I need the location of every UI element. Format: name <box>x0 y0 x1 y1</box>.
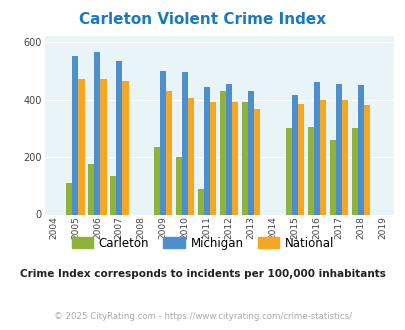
Bar <box>175 157 182 214</box>
Bar <box>78 80 84 214</box>
Bar <box>198 189 204 214</box>
Bar <box>160 71 166 214</box>
Bar <box>153 147 160 214</box>
Bar <box>72 56 78 214</box>
Bar <box>341 100 347 214</box>
Bar <box>122 81 128 214</box>
Bar <box>351 128 357 214</box>
Bar <box>166 91 172 214</box>
Legend: Carleton, Michigan, National: Carleton, Michigan, National <box>67 232 338 254</box>
Bar <box>100 79 107 214</box>
Bar <box>94 52 100 214</box>
Bar <box>210 102 216 214</box>
Bar <box>319 100 325 214</box>
Bar <box>313 82 319 214</box>
Bar <box>188 98 194 214</box>
Bar <box>220 91 226 214</box>
Bar <box>204 86 210 214</box>
Bar <box>307 127 313 214</box>
Bar <box>291 95 297 214</box>
Bar <box>297 104 303 214</box>
Bar <box>182 72 188 214</box>
Bar <box>357 85 363 214</box>
Bar <box>285 128 291 214</box>
Text: © 2025 CityRating.com - https://www.cityrating.com/crime-statistics/: © 2025 CityRating.com - https://www.city… <box>54 312 351 321</box>
Bar <box>88 164 94 214</box>
Bar <box>241 102 247 214</box>
Bar <box>335 84 341 214</box>
Bar <box>254 109 260 214</box>
Text: Crime Index corresponds to incidents per 100,000 inhabitants: Crime Index corresponds to incidents per… <box>20 269 385 279</box>
Bar <box>329 140 335 214</box>
Bar <box>232 102 238 214</box>
Bar <box>247 91 254 214</box>
Bar <box>110 176 116 214</box>
Bar <box>363 105 369 214</box>
Text: Carleton Violent Crime Index: Carleton Violent Crime Index <box>79 12 326 26</box>
Bar <box>116 61 122 214</box>
Bar <box>66 183 72 214</box>
Bar <box>226 84 232 214</box>
